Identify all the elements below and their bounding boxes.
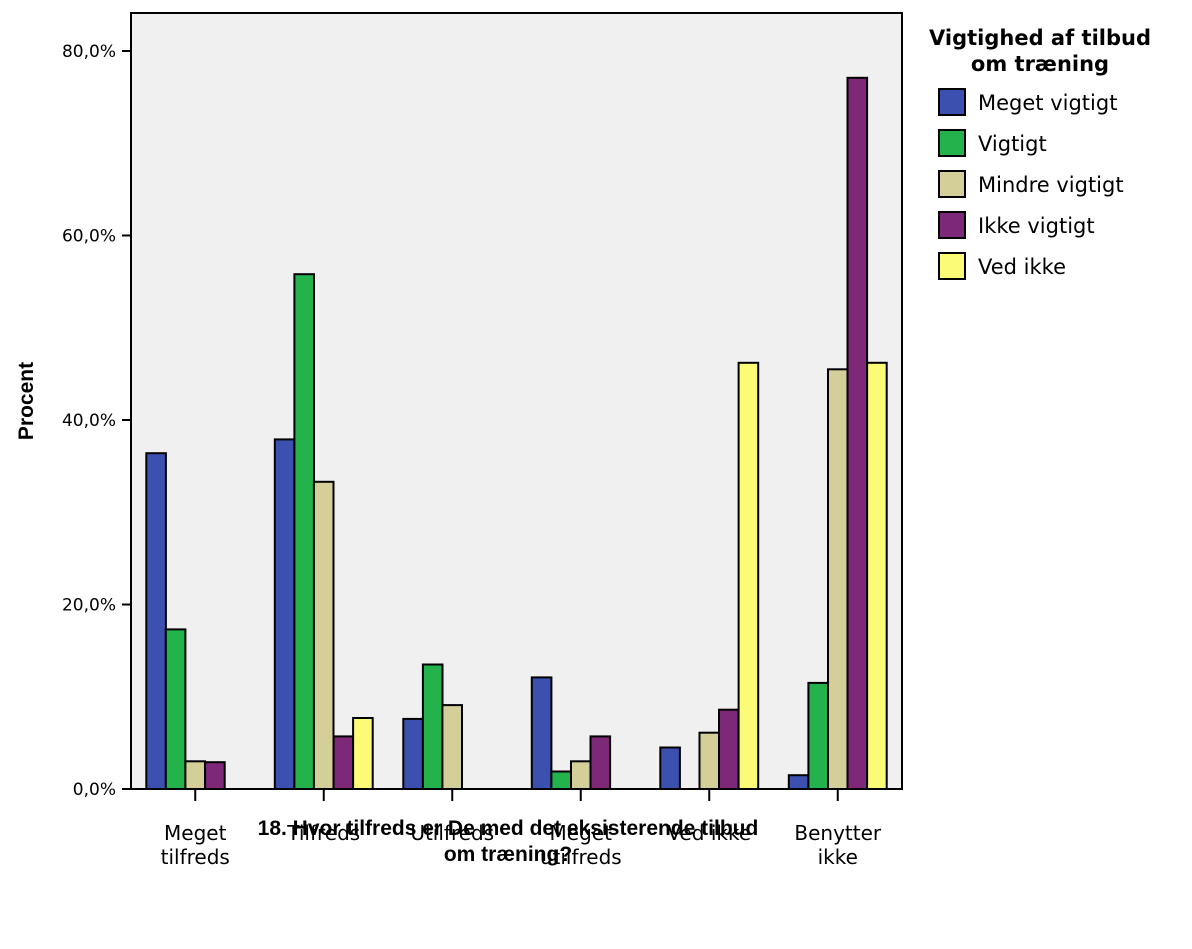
bar bbox=[737, 361, 760, 790]
legend-label: Vigtigt bbox=[978, 132, 1047, 156]
x-tick-label: Benytter bbox=[794, 821, 882, 845]
x-tick-label: tilfreds bbox=[161, 845, 230, 869]
bar bbox=[866, 361, 888, 790]
bar bbox=[293, 273, 315, 790]
bar bbox=[184, 760, 206, 790]
bar bbox=[352, 717, 374, 790]
bar bbox=[807, 681, 830, 791]
legend-label: Ikke vigtigt bbox=[978, 214, 1095, 238]
bar bbox=[659, 746, 681, 790]
legend-swatch bbox=[938, 252, 966, 280]
bar bbox=[402, 717, 424, 791]
legend: Vigtighed af tilbud om træning Meget vig… bbox=[929, 26, 1151, 280]
bar bbox=[164, 628, 187, 791]
y-tick-label: 40,0% bbox=[62, 411, 116, 431]
bar bbox=[698, 731, 721, 791]
bar bbox=[530, 676, 553, 791]
legend-swatch bbox=[938, 170, 966, 198]
bar bbox=[827, 368, 849, 790]
x-tick-label: Tilfreds bbox=[286, 821, 360, 845]
legend-label: Ved ikke bbox=[978, 255, 1066, 279]
x-tick-label: Ved ikke bbox=[667, 821, 751, 845]
bar bbox=[312, 480, 335, 790]
bar bbox=[846, 76, 869, 791]
bar bbox=[273, 438, 296, 790]
bar bbox=[332, 735, 355, 791]
bar bbox=[441, 704, 463, 790]
legend-label: Mindre vigtigt bbox=[978, 173, 1124, 197]
legend-swatch bbox=[938, 211, 966, 239]
x-tick-label: utilfreds bbox=[540, 845, 622, 869]
x-tick-label: ikke bbox=[818, 845, 858, 869]
legend-swatch bbox=[938, 88, 966, 116]
y-tick-label: 0,0% bbox=[73, 780, 116, 800]
bar bbox=[145, 452, 167, 790]
x-axis-title-line-2: om træning? bbox=[444, 843, 572, 866]
y-axis-title: Procent bbox=[15, 362, 38, 440]
x-axis-title-line-1: 18. Hvor tilfreds er De med det eksister… bbox=[258, 817, 759, 840]
legend-title-line-2: om træning bbox=[971, 52, 1109, 76]
plot-background bbox=[130, 12, 903, 790]
bar bbox=[589, 735, 612, 791]
y-axis: 0,0% 20,0% 40,0% 60,0% 80,0% bbox=[62, 42, 131, 800]
x-tick-label: Meget bbox=[164, 821, 227, 845]
legend-swatch bbox=[938, 129, 966, 157]
bar bbox=[787, 774, 810, 791]
bar bbox=[718, 708, 740, 791]
bar bbox=[570, 760, 592, 790]
x-tick-label: Utilfreds bbox=[410, 821, 494, 845]
y-tick-label: 60,0% bbox=[62, 227, 116, 247]
y-tick-label: 20,0% bbox=[62, 596, 116, 616]
bars-group bbox=[145, 76, 888, 791]
legend-label: Meget vigtigt bbox=[978, 91, 1117, 115]
legend-title-line-1: Vigtighed af tilbud bbox=[929, 26, 1151, 50]
bar bbox=[421, 663, 444, 790]
bar bbox=[550, 770, 573, 790]
x-tick-label: Meget bbox=[550, 821, 613, 845]
y-tick-label: 80,0% bbox=[62, 42, 116, 62]
bar bbox=[204, 761, 226, 791]
